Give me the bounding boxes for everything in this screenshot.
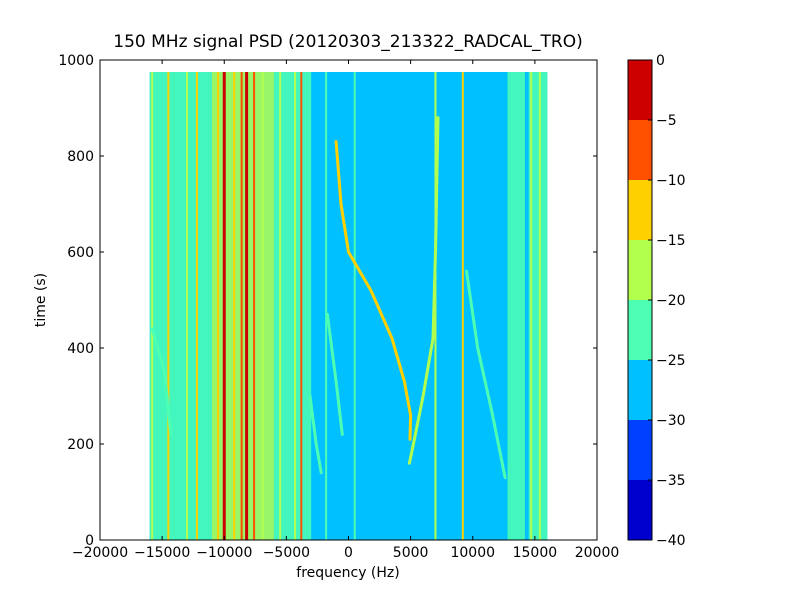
drifting-trace bbox=[334, 140, 413, 441]
drifting-trace bbox=[325, 312, 344, 436]
heatmap-band bbox=[507, 72, 525, 540]
colorbar-swatch bbox=[628, 420, 652, 480]
colorbar-swatch bbox=[628, 180, 652, 240]
colorbar-swatch bbox=[628, 240, 652, 300]
heatmap-band bbox=[149, 72, 212, 540]
colorbar-tick-label: −30 bbox=[656, 413, 686, 429]
y-axis-label: time (s) bbox=[33, 273, 49, 327]
colorbar-swatch bbox=[628, 120, 652, 180]
colorbar-swatch bbox=[628, 300, 652, 360]
x-tick-label: −5000 bbox=[263, 545, 310, 561]
y-tick-label: 400 bbox=[67, 341, 94, 357]
colorbar-tick-label: −5 bbox=[656, 113, 677, 129]
y-tick-label: 0 bbox=[85, 533, 94, 549]
colorbar-tick-label: −15 bbox=[656, 233, 686, 249]
x-tick-label: 20000 bbox=[575, 545, 620, 561]
colorbar-tick-label: −35 bbox=[656, 473, 686, 489]
x-tick-label: −10000 bbox=[196, 545, 252, 561]
colorbar-tick-label: −40 bbox=[656, 533, 686, 549]
drifting-trace bbox=[150, 327, 173, 436]
y-tick-label: 1000 bbox=[58, 53, 94, 69]
colorbar-swatches bbox=[628, 60, 652, 540]
x-axis-label: frequency (Hz) bbox=[296, 565, 399, 581]
x-tick-label: −20000 bbox=[72, 545, 128, 561]
x-tick-label: 0 bbox=[344, 545, 353, 561]
colorbar: −40 −35 −30 −25 −20 −15 −10 −5 0 bbox=[627, 53, 686, 549]
drifting-trace bbox=[465, 269, 507, 480]
heatmap-band bbox=[528, 72, 548, 540]
drifting-trace bbox=[308, 394, 323, 475]
colorbar-swatch bbox=[628, 60, 652, 120]
y-tick-label: 200 bbox=[67, 437, 94, 453]
y-tick-label: 800 bbox=[67, 149, 94, 165]
colorbar-tick-label: −25 bbox=[656, 353, 686, 369]
colorbar-tick-label: 0 bbox=[656, 53, 665, 69]
spectrogram-heatmap bbox=[149, 72, 548, 540]
colorbar-swatch bbox=[628, 480, 652, 540]
drifting-trace bbox=[407, 116, 440, 465]
plot-area: −20000 −15000 −10000 −5000 0 5000 10000 15000 20… bbox=[58, 53, 619, 561]
x-tick-label: 15000 bbox=[513, 545, 558, 561]
colorbar-ticks: −40 −35 −30 −25 −20 −15 −10 −5 0 bbox=[648, 53, 686, 549]
x-tick-label: 5000 bbox=[393, 545, 429, 561]
y-axis-ticks: 0 200 400 600 800 1000 bbox=[58, 53, 597, 549]
colorbar-tick-label: −20 bbox=[656, 293, 686, 309]
chart-title: 150 MHz signal PSD (20120303_213322_RADC… bbox=[113, 32, 582, 52]
colorbar-tick-label: −10 bbox=[656, 173, 686, 189]
y-tick-label: 600 bbox=[67, 245, 94, 261]
heatmap-band bbox=[211, 72, 274, 540]
colorbar-swatch bbox=[628, 360, 652, 420]
x-tick-label: 10000 bbox=[450, 545, 495, 561]
x-tick-label: −15000 bbox=[134, 545, 190, 561]
x-axis-ticks: −20000 −15000 −10000 −5000 0 5000 10000 15000 20… bbox=[72, 60, 619, 561]
